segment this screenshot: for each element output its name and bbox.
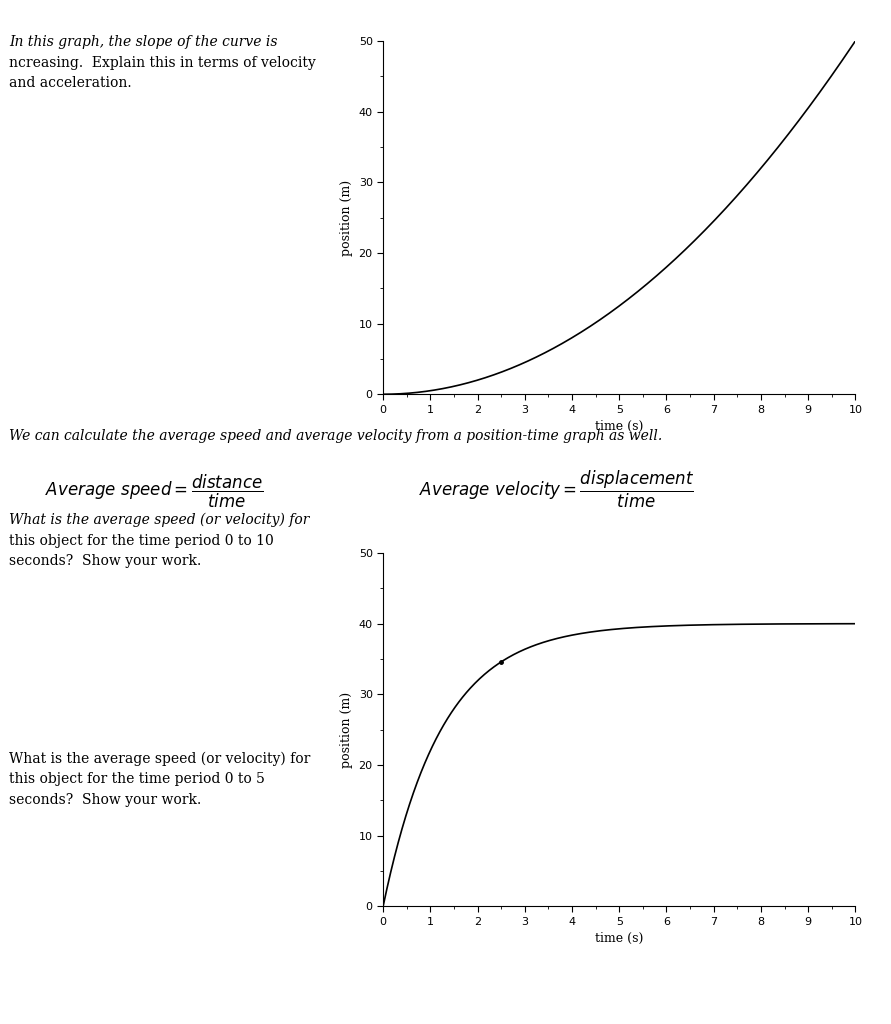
Text: $\mathit{Average\ velocity} = \dfrac{\mathit{displacement}}{\mathit{time}}$: $\mathit{Average\ velocity} = \dfrac{\ma… bbox=[419, 469, 694, 510]
Text: seconds?  Show your work.: seconds? Show your work. bbox=[9, 554, 201, 568]
X-axis label: time (s): time (s) bbox=[595, 932, 643, 945]
Text: this object for the time period 0 to 5: this object for the time period 0 to 5 bbox=[9, 772, 265, 786]
Text: What is the average speed (or velocity) for: What is the average speed (or velocity) … bbox=[9, 752, 310, 766]
Text: $\mathit{Average\ speed} = \dfrac{\mathit{distance}}{\mathit{time}}$: $\mathit{Average\ speed} = \dfrac{\mathi… bbox=[45, 473, 263, 510]
Y-axis label: position (m): position (m) bbox=[340, 179, 353, 256]
Text: seconds?  Show your work.: seconds? Show your work. bbox=[9, 793, 201, 807]
Text: ncreasing.  Explain this in terms of velocity: ncreasing. Explain this in terms of velo… bbox=[9, 55, 315, 70]
X-axis label: time (s): time (s) bbox=[595, 420, 643, 433]
Text: this object for the time period 0 to 10: this object for the time period 0 to 10 bbox=[9, 534, 274, 548]
Text: and acceleration.: and acceleration. bbox=[9, 76, 132, 90]
Y-axis label: position (m): position (m) bbox=[340, 691, 353, 768]
Text: We can calculate the average speed and average velocity from a position-time gra: We can calculate the average speed and a… bbox=[9, 429, 662, 443]
Text: In this graph, the slope of the curve is: In this graph, the slope of the curve is bbox=[9, 35, 277, 49]
Text: What is the average speed (or velocity) for: What is the average speed (or velocity) … bbox=[9, 513, 309, 527]
